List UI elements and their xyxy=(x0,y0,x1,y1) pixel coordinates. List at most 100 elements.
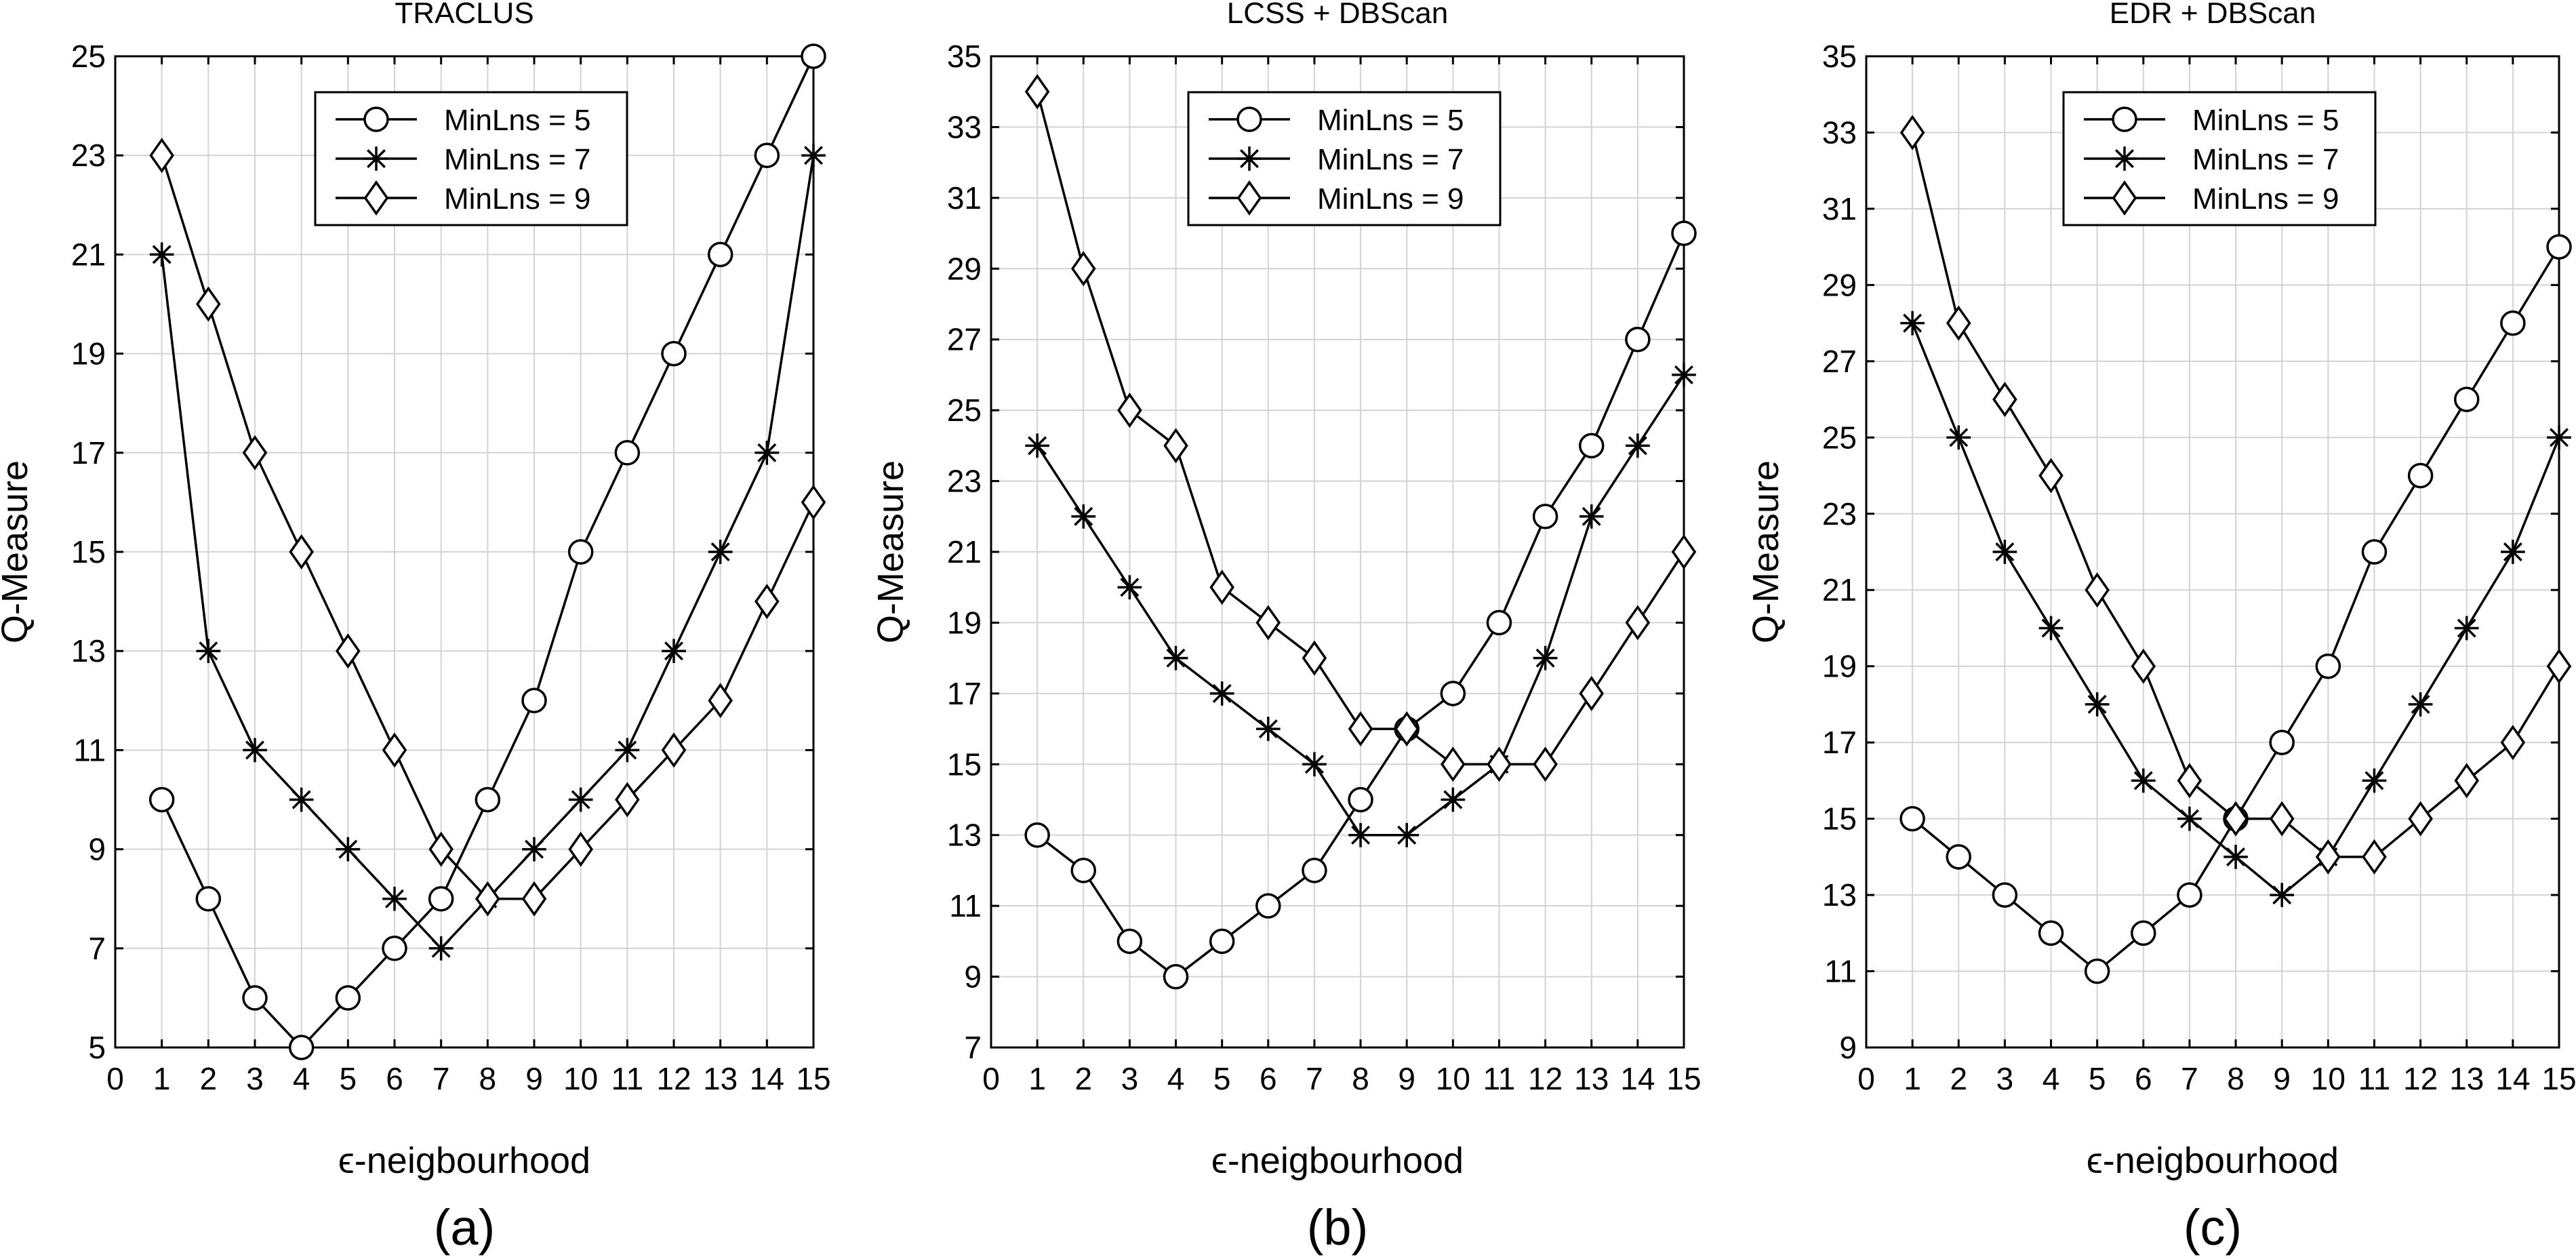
y-tick-label: 17 xyxy=(71,435,106,471)
legend-marker-asterisk xyxy=(1237,146,1262,171)
data-point-circle xyxy=(195,885,222,912)
x-tick-label: 1 xyxy=(1904,1061,1921,1096)
data-point-asterisk xyxy=(522,837,546,862)
data-point-circle xyxy=(242,985,268,1011)
data-point-asterisk xyxy=(1255,717,1281,741)
x-tick-label: 5 xyxy=(2089,1061,2106,1096)
data-point-diamond xyxy=(475,881,500,917)
data-point-asterisk xyxy=(2085,692,2110,717)
data-point-circle xyxy=(1486,609,1512,636)
data-point-diamond xyxy=(1992,382,2017,418)
data-point-asterisk xyxy=(1348,822,1373,847)
data-point-diamond xyxy=(1070,251,1096,287)
data-point-diamond xyxy=(521,881,547,917)
data-point-diamond xyxy=(1117,393,1142,428)
chart-0: 0 1 2 3 4 5 6 7 8 9 10 11 12 13 14 15579111315171921232… xyxy=(0,0,831,1256)
data-point-asterisk xyxy=(1302,752,1327,777)
legend: MinLns = 5 MinLns = 7 MinLns = 9 xyxy=(2062,91,2377,226)
data-point-diamond xyxy=(1394,711,1420,747)
data-point-diamond xyxy=(754,584,780,620)
data-point-diamond xyxy=(1946,305,1971,341)
data-point-circle xyxy=(2269,730,2295,755)
legend-marker-diamond xyxy=(363,180,389,216)
data-point-diamond xyxy=(242,435,268,471)
y-tick-label: 21 xyxy=(71,237,106,272)
y-tick-label: 25 xyxy=(71,39,106,74)
y-tick-label: 11 xyxy=(949,888,982,923)
legend-marker-diamond xyxy=(1236,180,1262,216)
data-point-circle xyxy=(521,687,547,714)
data-point-asterisk xyxy=(662,639,686,664)
plot-frame xyxy=(1865,55,2560,1049)
y-tick-label: 19 xyxy=(1822,649,1857,684)
data-point-asterisk xyxy=(2362,768,2387,793)
y-tick-label: 7 xyxy=(88,931,106,966)
data-point-diamond xyxy=(1625,605,1651,641)
y-tick-label: 9 xyxy=(88,832,106,867)
data-point-circle xyxy=(1532,504,1558,529)
x-tick-label: 12 xyxy=(656,1061,691,1096)
series-diamond xyxy=(1024,74,1697,782)
series-asterisk xyxy=(1900,311,2571,907)
x-tick-label: 9 xyxy=(2273,1061,2291,1096)
data-point-asterisk xyxy=(1626,433,1650,458)
x-axis-label: ϵ-neigbourhood xyxy=(2087,1140,2339,1181)
x-tick-label: 8 xyxy=(1352,1061,1369,1096)
panel-caption: (b) xyxy=(1307,1199,1368,1256)
x-tick-label: 11 xyxy=(611,1061,643,1096)
x-tick-label: 8 xyxy=(479,1061,497,1096)
chart-title: TRACLUS xyxy=(395,0,534,30)
data-point-circle xyxy=(2407,462,2434,489)
data-point-diamond xyxy=(1579,675,1605,711)
data-point-circle xyxy=(1255,893,1281,919)
data-point-circle xyxy=(148,786,175,813)
data-point-diamond xyxy=(2454,763,2480,799)
data-point-asterisk xyxy=(196,639,221,664)
data-point-asterisk xyxy=(1071,504,1096,529)
data-point-circle xyxy=(2177,882,2202,908)
data-point-diamond xyxy=(382,732,407,768)
y-tick-label: 21 xyxy=(947,534,982,569)
y-axis-label: Q-Measure xyxy=(0,460,35,643)
data-point-diamond xyxy=(1899,115,1925,151)
data-point-diamond xyxy=(2177,763,2202,799)
data-point-asterisk xyxy=(289,787,314,812)
data-point-circle xyxy=(1625,326,1651,353)
data-point-asterisk xyxy=(428,936,454,961)
data-point-asterisk xyxy=(1946,425,1971,450)
x-tick-label: 15 xyxy=(796,1061,830,1096)
y-tick-label: 17 xyxy=(947,676,982,711)
series-diamond xyxy=(149,138,826,917)
x-tick-label: 1 xyxy=(1028,1061,1046,1096)
x-tick-label: 2 xyxy=(1074,1061,1092,1096)
legend-label: MinLns = 7 xyxy=(2192,143,2339,176)
y-tick-label: 31 xyxy=(1822,191,1857,226)
x-tick-label: 10 xyxy=(2311,1061,2346,1096)
panel-caption: (c) xyxy=(2183,1199,2242,1256)
data-point-asterisk xyxy=(1117,575,1142,600)
data-point-diamond xyxy=(1671,534,1697,569)
y-tick-label: 27 xyxy=(947,322,982,357)
y-tick-label: 31 xyxy=(947,180,982,216)
y-tick-label: 29 xyxy=(1822,267,1857,302)
data-point-diamond xyxy=(2038,458,2064,494)
data-point-asterisk xyxy=(1209,681,1234,706)
data-point-circle xyxy=(1070,858,1097,883)
data-point-diamond xyxy=(1163,428,1188,464)
y-tick-label: 19 xyxy=(71,336,106,372)
x-tick-label: 12 xyxy=(1528,1061,1563,1096)
x-tick-label: 5 xyxy=(340,1061,357,1096)
x-tick-label: 11 xyxy=(2358,1061,2391,1096)
data-point-circle xyxy=(1163,963,1189,990)
data-point-diamond xyxy=(336,633,361,669)
legend-label: MinLns = 5 xyxy=(1317,104,1464,137)
data-point-diamond xyxy=(149,138,174,174)
data-point-circle xyxy=(1578,433,1605,459)
y-tick-label: 23 xyxy=(71,138,106,173)
legend-marker-asterisk xyxy=(364,146,388,171)
y-tick-label: 9 xyxy=(1839,1030,1857,1065)
data-point-asterisk xyxy=(1992,540,2017,564)
y-axis-label: Q-Measure xyxy=(870,460,911,643)
data-point-diamond xyxy=(2316,839,2341,875)
data-point-asterisk xyxy=(2038,616,2064,641)
